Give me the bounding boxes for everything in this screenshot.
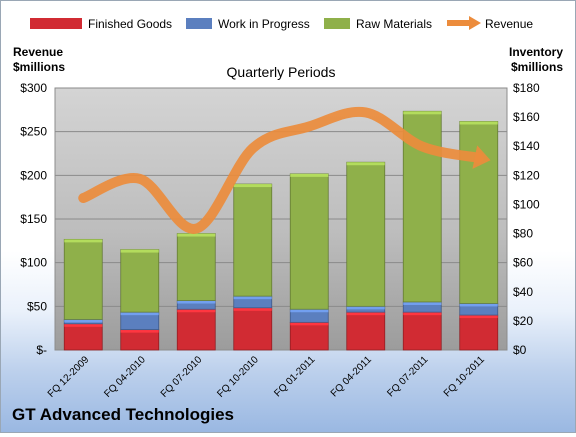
bar-segment [234, 184, 272, 296]
left-tick-label: $- [36, 343, 47, 357]
left-axis-ticks: $- $50 $100 $150 $200 $250 $300 [20, 81, 47, 357]
bar-segment-highlight [177, 234, 215, 237]
bar-segment [347, 312, 385, 350]
bar-segment-highlight [234, 308, 272, 311]
legend-arrow-revenue [469, 16, 481, 30]
left-axis-title-line2: $millions [13, 60, 65, 74]
right-tick-label: $40 [513, 285, 533, 299]
bar-segment-highlight [177, 301, 215, 304]
left-tick-label: $200 [20, 168, 47, 182]
bar-segment [290, 174, 328, 309]
x-tick-label: FQ 04-2010 [102, 354, 148, 400]
right-tick-label: $20 [513, 314, 533, 328]
bar-segment-highlight [64, 239, 102, 242]
bar-segment [121, 330, 159, 350]
x-tick-label: FQ 04-2011 [329, 354, 374, 399]
right-tick-label: $100 [513, 197, 540, 211]
bar-segment [177, 309, 215, 350]
x-tick-label: FQ 10-2011 [442, 354, 487, 399]
bar-segment-highlight [403, 302, 441, 305]
legend-label-raw-materials: Raw Materials [356, 17, 432, 31]
bar-segment-highlight [347, 306, 385, 309]
bar-segment [234, 308, 272, 350]
right-tick-label: $160 [513, 110, 540, 124]
chart-subtitle: Quarterly Periods [227, 64, 336, 80]
legend: Finished Goods Work in Progress Raw Mate… [30, 16, 533, 31]
bar-segment-highlight [347, 312, 385, 315]
bar-segment-highlight [460, 121, 498, 124]
right-axis-ticks: $0 $20 $40 $60 $80 $100 $120 $140 $160 $180 [513, 81, 540, 357]
legend-swatch-work-in-progress [186, 18, 212, 29]
bar-segment-highlight [347, 162, 385, 165]
bar-segment [121, 250, 159, 313]
right-tick-label: $140 [513, 139, 540, 153]
bar-segment-highlight [290, 174, 328, 177]
company-name: GT Advanced Technologies [12, 405, 234, 424]
x-tick-label: FQ 07-2011 [385, 354, 430, 399]
bar-segment-highlight [121, 312, 159, 315]
bar-segment-highlight [64, 324, 102, 327]
bar-segment-highlight [121, 330, 159, 333]
bar-segment [64, 324, 102, 350]
bar-segment-highlight [177, 309, 215, 312]
legend-label-finished-goods: Finished Goods [88, 17, 172, 31]
bar-segment-highlight [234, 184, 272, 187]
x-tick-label: FQ 10-2010 [215, 354, 261, 400]
left-tick-label: $150 [20, 212, 47, 226]
bar-segment [177, 234, 215, 301]
x-tick-label: FQ 12-2009 [46, 354, 92, 400]
bar-segment [403, 312, 441, 350]
right-tick-label: $120 [513, 168, 540, 182]
bar-segment-highlight [460, 303, 498, 306]
left-tick-label: $300 [20, 81, 47, 95]
bar-segment-highlight [403, 111, 441, 114]
bar-segment [347, 162, 385, 306]
bar-segment-highlight [290, 309, 328, 312]
right-axis-title-line2: $millions [511, 60, 563, 74]
left-tick-label: $50 [27, 299, 47, 313]
right-tick-label: $80 [513, 227, 533, 241]
right-tick-label: $180 [513, 81, 540, 95]
x-tick-label: FQ 07-2010 [159, 354, 205, 400]
bar-segment-highlight [234, 296, 272, 299]
bar-segment-highlight [290, 322, 328, 325]
bar-segment [460, 315, 498, 350]
left-tick-label: $250 [20, 125, 47, 139]
right-tick-label: $60 [513, 256, 533, 270]
bar-segment-highlight [403, 312, 441, 315]
bar-segment-highlight [460, 315, 498, 318]
bar-segment-highlight [64, 319, 102, 322]
x-tick-label: FQ 01-2011 [272, 354, 317, 399]
legend-label-revenue: Revenue [485, 17, 533, 31]
bar-segment-highlight [121, 250, 159, 253]
legend-swatch-raw-materials [324, 18, 350, 29]
left-tick-label: $100 [20, 256, 47, 270]
left-axis-title-line1: Revenue [13, 45, 63, 59]
right-tick-label: $0 [513, 343, 527, 357]
legend-swatch-finished-goods [30, 18, 82, 29]
right-axis-title-line1: Inventory [509, 45, 563, 59]
bar-segment [290, 322, 328, 350]
legend-label-work-in-progress: Work in Progress [218, 17, 310, 31]
bar-segment [64, 239, 102, 319]
